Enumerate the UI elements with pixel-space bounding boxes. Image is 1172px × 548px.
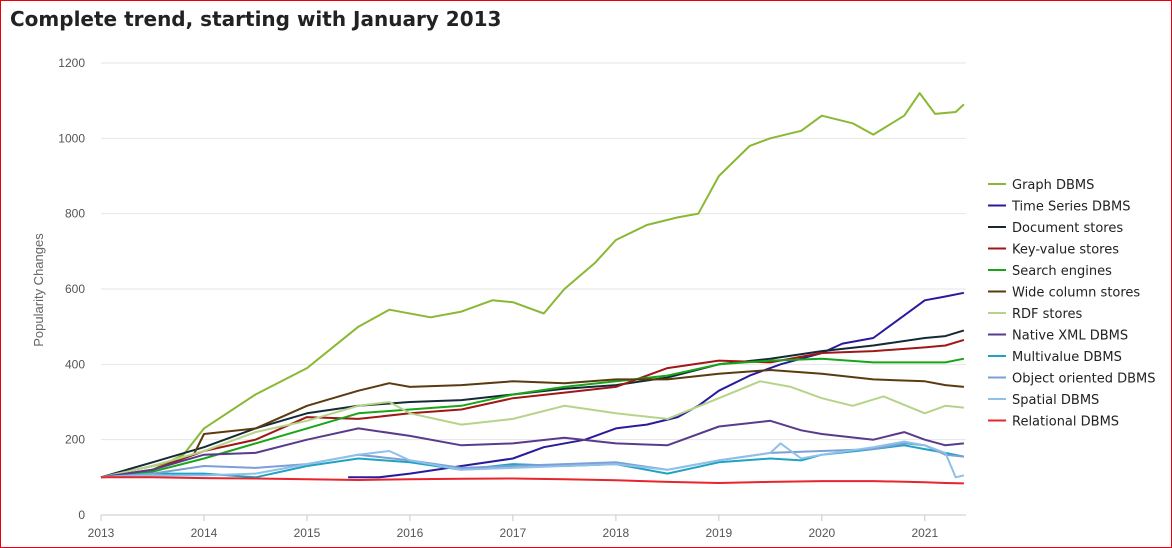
legend-label: Search engines [1012,264,1112,279]
series-line-search-engines [100,357,965,479]
legend-label: Spatial DBMS [1012,393,1099,408]
legend-item-key-value-stores[interactable]: Key-value stores [988,243,1119,258]
y-axis-ticks: 0 200 400 600 800 1000 1200 [58,56,85,522]
legend-label: Time Series DBMS [1011,200,1130,215]
y-tick-label: 1000 [58,131,85,145]
legend-label: Wide column stores [1012,286,1140,301]
legend[interactable]: Graph DBMS Time Series DBMS Document store… [988,178,1156,430]
x-tick-label: 2013 [88,526,115,540]
y-axis-label: Popularity Changes [31,233,46,347]
x-tick-label: 2015 [294,526,321,540]
x-tick-label: 2020 [808,526,835,540]
x-tick-label: 2014 [191,526,218,540]
legend-item-search-engines[interactable]: Search engines [988,264,1112,279]
grid-lines [101,62,966,516]
y-tick-label: 0 [78,508,85,522]
x-tick-label: 2021 [911,526,938,540]
page-title: Complete trend, starting with January 20… [10,7,502,31]
legend-label: Multivalue DBMS [1012,350,1122,365]
y-tick-label: 1200 [58,56,85,70]
legend-item-wide-column-stores[interactable]: Wide column stores [988,286,1140,301]
series-line-rdf-stores [100,380,964,479]
y-tick-label: 800 [65,207,85,221]
legend-item-object-oriented-dbms[interactable]: Object oriented DBMS [988,372,1156,387]
legend-item-native-xml-dbms[interactable]: Native XML DBMS [988,329,1128,344]
y-tick-label: 200 [65,433,85,447]
legend-label: Relational DBMS [1012,415,1119,430]
y-tick-label: 400 [65,357,85,371]
legend-label: Object oriented DBMS [1012,372,1156,387]
legend-item-document-stores[interactable]: Document stores [988,221,1123,236]
legend-item-spatial-dbms[interactable]: Spatial DBMS [988,393,1099,408]
x-tick-label: 2017 [500,526,527,540]
series-line-object-oriented-dbms [100,442,965,479]
series-line-key-value-stores [100,338,965,479]
legend-item-time-series-dbms[interactable]: Time Series DBMS [988,200,1130,215]
legend-item-multivalue-dbms[interactable]: Multivalue DBMS [988,350,1122,365]
series-line-graph-dbms [100,92,965,479]
series-lines [100,92,965,485]
series-line-relational-dbms [101,476,964,485]
series-line-spatial-dbms [100,440,965,479]
legend-label: RDF stores [1012,307,1083,322]
series-line-wide-column-stores [100,369,964,479]
x-axis-ticks: 2013 2014 2015 2016 2017 2018 2019 2020 2021 [88,515,938,540]
y-tick-label: 600 [65,282,85,296]
legend-item-rdf-stores[interactable]: RDF stores [988,307,1083,322]
legend-label: Document stores [1012,221,1123,236]
legend-item-relational-dbms[interactable]: Relational DBMS [988,415,1119,430]
legend-item-graph-dbms[interactable]: Graph DBMS [988,178,1094,193]
legend-label: Graph DBMS [1012,178,1094,193]
x-tick-label: 2016 [397,526,424,540]
x-tick-label: 2018 [603,526,630,540]
legend-label: Key-value stores [1012,243,1119,258]
series-line-native-xml-dbms [100,419,965,479]
x-tick-label: 2019 [706,526,733,540]
legend-label: Native XML DBMS [1012,329,1128,344]
